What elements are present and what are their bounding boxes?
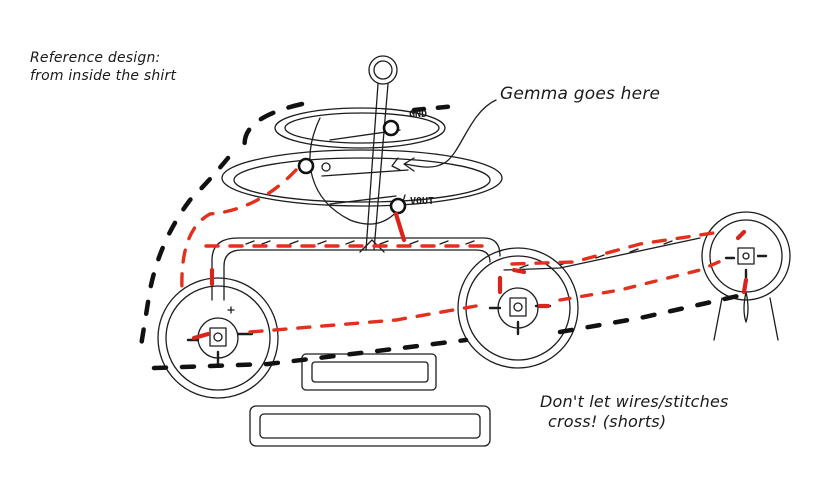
short-circuit-warning: Don't let wires/stitches cross! (shorts) [540,392,729,432]
vout-pin-label: VOUT [410,196,435,207]
d0-pad [297,157,315,175]
neopixel-middle [457,247,579,369]
gnd-pin-label: GND [409,109,428,120]
reference-design-note: Reference design: from inside the shirt [30,50,176,85]
stitch-rectangles [249,353,491,447]
warning-line-1: Don't let wires/stitches [540,392,729,411]
power-stitch-path [180,168,749,341]
reference-line-2: from inside the shirt [30,67,177,84]
vout-pad [389,197,407,215]
gemma-location-note: Gemma goes here [500,84,661,104]
neopixel-right [701,211,791,341]
gemma-callout-arrow [404,99,497,168]
warning-line-2: cross! (shorts) [548,412,667,431]
gemma-board [221,55,503,253]
neopixel-left [157,277,279,399]
reference-line-1: Reference design: [30,50,161,66]
ground-stitch-path [137,101,741,371]
gnd-pad [382,119,400,137]
